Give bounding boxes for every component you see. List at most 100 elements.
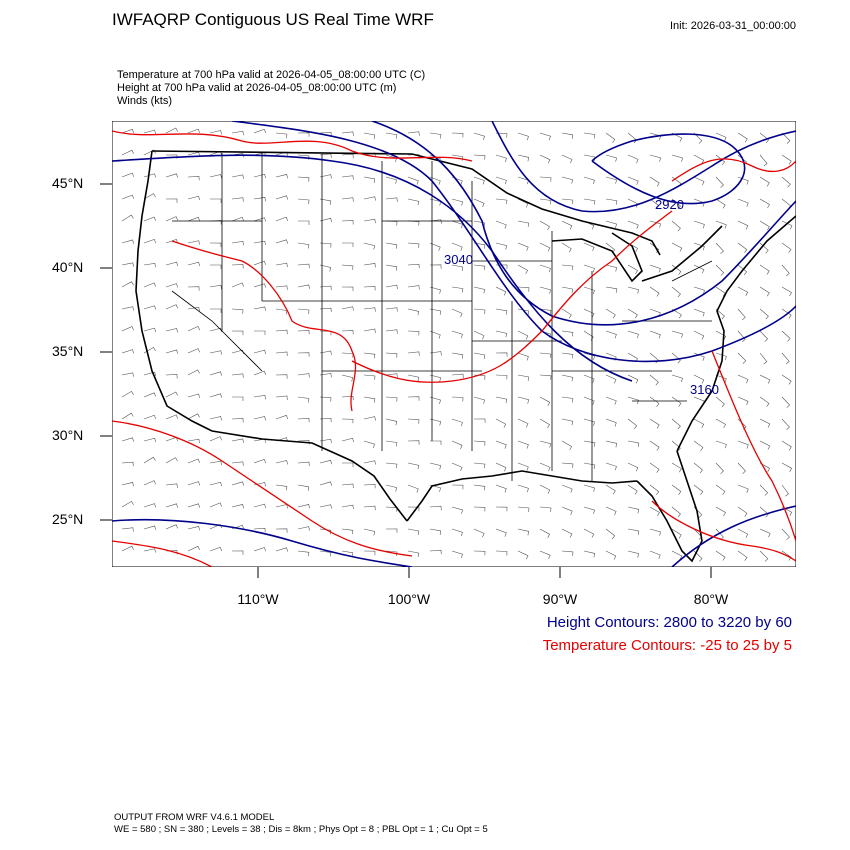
wind-barb bbox=[165, 261, 178, 267]
wind-barb bbox=[275, 414, 288, 420]
wind-barb bbox=[561, 330, 574, 337]
wind-barb bbox=[429, 330, 441, 339]
wind-barb bbox=[781, 330, 791, 342]
wind-barb bbox=[473, 176, 485, 185]
wind-barb bbox=[561, 440, 573, 451]
contour-label-group: 2920 3040 3160 bbox=[444, 197, 719, 397]
wind-barb bbox=[363, 307, 376, 312]
wind-barb bbox=[649, 286, 660, 297]
wind-barb bbox=[715, 396, 725, 408]
wind-barb bbox=[319, 396, 332, 402]
wind-barb bbox=[517, 550, 529, 560]
wind-barb bbox=[429, 396, 441, 404]
wind-barb bbox=[275, 239, 288, 244]
wind-barb bbox=[275, 329, 288, 335]
wind-barb bbox=[517, 374, 530, 381]
wind-barb bbox=[583, 396, 595, 405]
wind-barb bbox=[165, 216, 178, 222]
wind-barb bbox=[583, 176, 595, 185]
wind-barb bbox=[759, 154, 768, 167]
wind-barb bbox=[561, 308, 572, 319]
wind-barb bbox=[759, 132, 770, 144]
wind-barb bbox=[649, 198, 660, 209]
wind-barb bbox=[649, 528, 661, 536]
wind-barb bbox=[319, 459, 332, 465]
wind-barb bbox=[539, 220, 550, 231]
wind-barb bbox=[210, 308, 222, 313]
wind-barb bbox=[165, 349, 178, 354]
wind-barb bbox=[385, 352, 398, 358]
wind-barb bbox=[715, 352, 727, 361]
wind-barb bbox=[473, 352, 486, 359]
wind-barb bbox=[451, 264, 464, 272]
wind-barb bbox=[363, 218, 376, 224]
wind-barb bbox=[253, 128, 266, 134]
height-field-label: Height at 700 hPa valid at 2026-04-05_08… bbox=[117, 82, 397, 94]
wind-barb bbox=[297, 330, 310, 335]
wind-barb bbox=[495, 418, 507, 428]
wind-barb bbox=[165, 524, 178, 530]
wind-barb bbox=[539, 242, 551, 252]
wind-barb bbox=[539, 286, 551, 294]
wind-barb bbox=[209, 546, 222, 552]
wind-barb bbox=[231, 240, 244, 246]
wind-barb bbox=[319, 528, 332, 535]
wind-barb bbox=[187, 128, 200, 134]
model-footer: OUTPUT FROM WRF V4.6.1 MODEL WE = 580 ; … bbox=[114, 812, 488, 836]
wind-barb bbox=[451, 308, 463, 318]
wind-barb bbox=[121, 172, 134, 178]
wind-barb bbox=[759, 220, 770, 231]
wind-barb bbox=[473, 154, 486, 160]
lon-label-90w: 90°W bbox=[542, 591, 578, 607]
wind-barb bbox=[693, 440, 704, 451]
wind-barb bbox=[121, 262, 134, 267]
wind-barb bbox=[715, 440, 727, 449]
wind-barb bbox=[693, 242, 705, 251]
wind-barb bbox=[517, 418, 529, 428]
wind-barb bbox=[671, 440, 681, 452]
wind-barb bbox=[671, 506, 681, 518]
wind-barb bbox=[693, 550, 703, 562]
wind-barb bbox=[385, 197, 398, 202]
wind-barb bbox=[407, 418, 420, 424]
wind-barb bbox=[715, 550, 726, 561]
wind-barb bbox=[297, 242, 310, 249]
temperature-contour bbox=[671, 158, 796, 182]
wind-barb bbox=[209, 524, 222, 530]
wind-barb bbox=[253, 349, 266, 355]
wind-barb bbox=[517, 198, 529, 208]
wind-barb bbox=[539, 132, 551, 141]
wind-barb bbox=[627, 264, 638, 275]
wind-barb bbox=[297, 132, 310, 137]
wind-barb bbox=[627, 374, 639, 384]
wind-barb bbox=[561, 220, 573, 230]
wind-barb bbox=[715, 176, 724, 188]
wind-barb bbox=[627, 528, 640, 535]
wind-barb bbox=[231, 504, 244, 509]
wind-barb bbox=[253, 416, 266, 421]
wind-barb bbox=[561, 462, 574, 468]
wind-barb bbox=[495, 462, 507, 472]
wind-barb bbox=[759, 418, 771, 428]
wind-barb bbox=[517, 440, 529, 449]
wind-barb bbox=[781, 154, 792, 165]
wind-barb bbox=[605, 264, 618, 272]
wind-barb bbox=[715, 418, 727, 429]
wind-barb bbox=[385, 462, 398, 469]
wind-barb bbox=[473, 462, 486, 469]
wind-barb bbox=[341, 550, 354, 557]
wind-barb bbox=[143, 414, 156, 420]
wind-barb bbox=[121, 194, 134, 200]
lon-label-100w: 100°W bbox=[387, 591, 431, 607]
wind-barb bbox=[605, 550, 617, 560]
wind-barb bbox=[737, 132, 748, 143]
wind-barb bbox=[561, 198, 574, 205]
wind-barb bbox=[561, 264, 574, 271]
wind-barb bbox=[209, 371, 222, 376]
wind-barb bbox=[693, 418, 705, 428]
wind-barb bbox=[649, 352, 659, 364]
wind-barb bbox=[627, 286, 640, 294]
wind-barb bbox=[319, 242, 332, 248]
wind-barb bbox=[187, 458, 200, 464]
wind-barb bbox=[254, 330, 266, 335]
